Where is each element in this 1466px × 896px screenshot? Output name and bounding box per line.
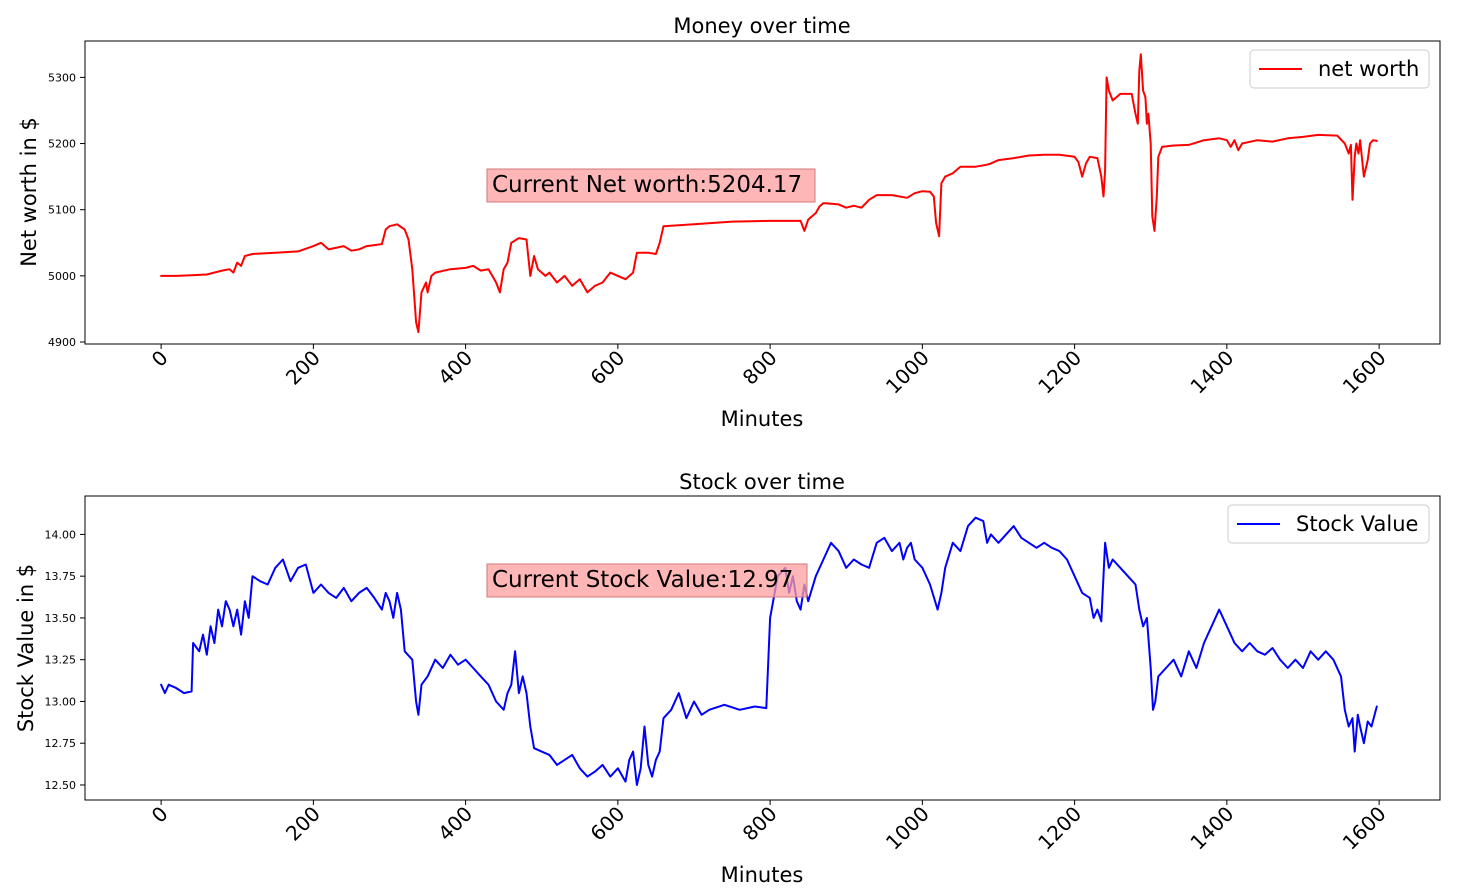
money-chart-y-axis-label: Net worth in $ xyxy=(17,117,41,267)
money-chart-x-tick-label: 200 xyxy=(281,346,325,390)
money-chart-y-tick-label: 5200 xyxy=(48,138,76,151)
stock-chart-plot-area xyxy=(160,516,1378,786)
stock-chart-x-tick-label: 400 xyxy=(433,802,477,846)
money-chart-legend-label: net worth xyxy=(1318,57,1419,81)
money-chart: Money over time Net worth in $ Minutes 4… xyxy=(17,14,1441,431)
stock-chart-annotation-box xyxy=(486,563,808,598)
money-chart-y-tick-label: 5100 xyxy=(48,204,76,217)
stock-chart-legend: Stock Value xyxy=(1227,504,1430,544)
money-chart-x-tick-label: 1000 xyxy=(881,346,934,399)
stock-chart-frame xyxy=(84,495,1441,801)
stock-chart-y-tick-label: 12.50 xyxy=(45,779,77,792)
stock-chart-x-tick-label: 200 xyxy=(281,802,325,846)
money-chart-y-tick-label: 5300 xyxy=(48,71,76,84)
stock-chart-legend-box xyxy=(1227,504,1430,544)
stock-chart-y-tick-label: 12.75 xyxy=(45,737,77,750)
stock-chart-x-axis: 0 200 400 600 800 1000 1200 1400 1600 xyxy=(147,800,1391,855)
money-chart-x-tick-label: 400 xyxy=(433,346,477,390)
stock-chart-x-tick-label: 1600 xyxy=(1338,802,1391,855)
money-chart-annotation-box xyxy=(486,168,816,203)
stock-chart-series-line xyxy=(160,516,1378,786)
money-chart-annotation-text: Current Net worth:5204.17 xyxy=(492,172,802,198)
stock-chart-y-axis-label: Stock Value in $ xyxy=(14,564,38,732)
money-chart-x-tick-label: 600 xyxy=(585,346,629,390)
money-chart-series-line xyxy=(160,53,1378,334)
stock-chart-title: Stock over time xyxy=(679,470,845,494)
money-chart-y-axis: 4900 5000 5100 5200 5300 xyxy=(48,71,85,349)
money-chart-legend-box xyxy=(1249,49,1430,89)
money-chart-y-tick-label: 5000 xyxy=(48,270,76,283)
stock-chart-y-axis: 12.50 12.75 13.00 13.25 13.50 13.75 14.00 xyxy=(45,528,85,792)
stock-chart-x-tick-label: 600 xyxy=(585,802,629,846)
stock-chart-x-tick-label: 1000 xyxy=(881,802,934,855)
money-chart-x-tick-label: 1600 xyxy=(1338,346,1391,399)
money-chart-x-tick-label: 1200 xyxy=(1033,346,1086,399)
money-chart-frame xyxy=(84,40,1441,345)
money-chart-y-tick-label: 4900 xyxy=(48,336,76,349)
stock-chart-x-tick-label: 1200 xyxy=(1033,802,1086,855)
stock-chart-x-tick-label: 800 xyxy=(738,802,782,846)
stock-chart-annotation-text: Current Stock Value:12.97 xyxy=(492,567,793,593)
money-chart-title: Money over time xyxy=(673,14,850,38)
money-chart-x-tick-label: 0 xyxy=(147,346,173,372)
stock-chart-legend-label: Stock Value xyxy=(1296,512,1418,536)
money-chart-plot-area xyxy=(160,53,1378,334)
stock-chart-x-axis-label: Minutes xyxy=(721,863,804,887)
money-chart-x-axis-label: Minutes xyxy=(721,407,804,431)
stock-chart: Stock over time Stock Value in $ Minutes… xyxy=(14,470,1441,887)
stock-chart-y-tick-label: 13.25 xyxy=(45,654,77,667)
stock-chart-y-tick-label: 13.75 xyxy=(45,570,77,583)
money-chart-x-tick-label: 800 xyxy=(738,346,782,390)
money-chart-annotation: Current Net worth:5204.17 xyxy=(486,168,816,203)
stock-chart-y-tick-label: 14.00 xyxy=(45,528,77,541)
stock-chart-x-tick-label: 1400 xyxy=(1185,802,1238,855)
money-chart-x-axis: 0 200 400 600 800 1000 1200 1400 1600 xyxy=(147,344,1391,399)
stock-chart-annotation: Current Stock Value:12.97 xyxy=(486,563,808,598)
money-chart-legend: net worth xyxy=(1249,49,1430,89)
stock-chart-x-tick-label: 0 xyxy=(147,802,173,828)
money-chart-x-tick-label: 1400 xyxy=(1185,346,1238,399)
stock-chart-y-tick-label: 13.50 xyxy=(45,612,77,625)
stock-chart-y-tick-label: 13.00 xyxy=(45,695,77,708)
